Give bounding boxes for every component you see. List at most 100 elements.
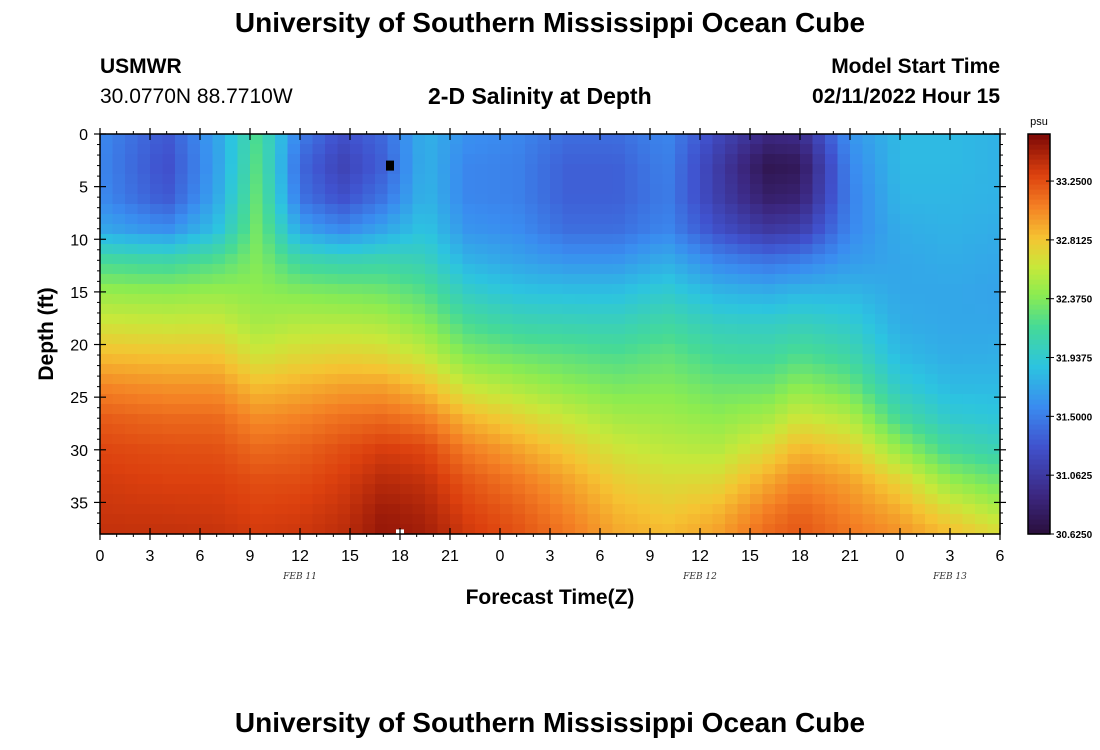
heatmap-cell <box>237 434 251 445</box>
heatmap-cell <box>100 374 114 385</box>
heatmap-cell <box>450 354 464 365</box>
heatmap-cell <box>750 454 764 465</box>
heatmap-cell <box>737 514 751 525</box>
heatmap-cell <box>687 364 701 375</box>
heatmap-cell <box>850 194 864 205</box>
colorbar-segment <box>1028 419 1050 425</box>
heatmap-cell <box>562 314 576 325</box>
heatmap-cell <box>137 134 151 145</box>
heatmap-cell <box>462 374 476 385</box>
heatmap-cell <box>737 184 751 195</box>
heatmap-cell <box>362 384 376 395</box>
heatmap-cell <box>537 404 551 415</box>
heatmap-cell <box>712 324 726 335</box>
heatmap-cell <box>825 424 839 435</box>
heatmap-cell <box>612 444 626 455</box>
heatmap-cell <box>100 504 114 515</box>
heatmap-cell <box>812 524 826 535</box>
heatmap-cell <box>625 294 639 305</box>
heatmap-cell <box>700 274 714 285</box>
heatmap-cell <box>287 384 301 395</box>
heatmap-cell <box>312 454 326 465</box>
heatmap-cell <box>537 344 551 355</box>
heatmap-cell <box>975 394 989 405</box>
heatmap-cell <box>950 274 964 285</box>
heatmap-cell <box>762 364 776 375</box>
heatmap-cell <box>487 354 501 365</box>
heatmap-cell <box>987 344 1001 355</box>
heatmap-cell <box>687 484 701 495</box>
heatmap-cell <box>337 464 351 475</box>
colorbar-segment <box>1028 134 1050 140</box>
heatmap-cell <box>337 194 351 205</box>
heatmap-cell <box>550 494 564 505</box>
heatmap-cell <box>700 424 714 435</box>
heatmap-cell <box>975 204 989 215</box>
heatmap-cell <box>612 454 626 465</box>
heatmap-cell <box>762 454 776 465</box>
heatmap-cell <box>175 184 189 195</box>
heatmap-cell <box>150 214 164 225</box>
heatmap-cell <box>112 314 126 325</box>
heatmap-cell <box>212 394 226 405</box>
heatmap-cell <box>737 134 751 145</box>
heatmap-cell <box>475 464 489 475</box>
heatmap-cell <box>912 474 926 485</box>
heatmap-cell <box>362 364 376 375</box>
heatmap-cell <box>112 334 126 345</box>
heatmap-cell <box>737 214 751 225</box>
heatmap-cell <box>837 494 851 505</box>
heatmap-cell <box>250 134 264 145</box>
heatmap-cell <box>937 214 951 225</box>
heatmap-cell <box>925 174 939 185</box>
heatmap-cell <box>975 144 989 155</box>
heatmap-cell <box>887 524 901 535</box>
heatmap-cell <box>950 244 964 255</box>
heatmap-cell <box>812 304 826 315</box>
heatmap-cell <box>875 294 889 305</box>
heatmap-cell <box>575 144 589 155</box>
heatmap-cell <box>687 174 701 185</box>
heatmap-cell <box>937 284 951 295</box>
heatmap-cell <box>987 144 1001 155</box>
heatmap-cell <box>275 414 289 425</box>
heatmap-cell <box>275 244 289 255</box>
heatmap-cell <box>162 444 176 455</box>
heatmap-cell <box>112 284 126 295</box>
heatmap-cell <box>475 274 489 285</box>
heatmap-cell <box>212 464 226 475</box>
x-tick-label: 6 <box>596 548 605 565</box>
heatmap-cell <box>762 274 776 285</box>
heatmap-cell <box>700 524 714 535</box>
heatmap-cell <box>262 494 276 505</box>
heatmap-cell <box>137 204 151 215</box>
heatmap-cell <box>925 524 939 535</box>
heatmap-cell <box>775 174 789 185</box>
heatmap-cell <box>300 484 314 495</box>
heatmap-cell <box>212 454 226 465</box>
heatmap-cell <box>837 134 851 145</box>
heatmap-cell <box>637 504 651 515</box>
heatmap-cell <box>787 164 801 175</box>
heatmap-cell <box>600 444 614 455</box>
colorbar-segment <box>1028 314 1050 320</box>
heatmap-cell <box>550 484 564 495</box>
heatmap-cell <box>850 214 864 225</box>
heatmap-cell <box>225 354 239 365</box>
heatmap-cell <box>875 464 889 475</box>
heatmap-cell <box>912 204 926 215</box>
heatmap-cell <box>762 384 776 395</box>
heatmap-cell <box>862 164 876 175</box>
heatmap-cell <box>475 284 489 295</box>
heatmap-cell <box>512 144 526 155</box>
heatmap-cell <box>950 464 964 475</box>
heatmap-cell <box>212 414 226 425</box>
heatmap-cell <box>387 314 401 325</box>
heatmap-cell <box>525 364 539 375</box>
heatmap-cell <box>612 424 626 435</box>
colorbar-segment <box>1028 204 1050 210</box>
heatmap-cell <box>662 274 676 285</box>
heatmap-cell <box>437 434 451 445</box>
heatmap-cell <box>825 514 839 525</box>
heatmap-cell <box>112 264 126 275</box>
